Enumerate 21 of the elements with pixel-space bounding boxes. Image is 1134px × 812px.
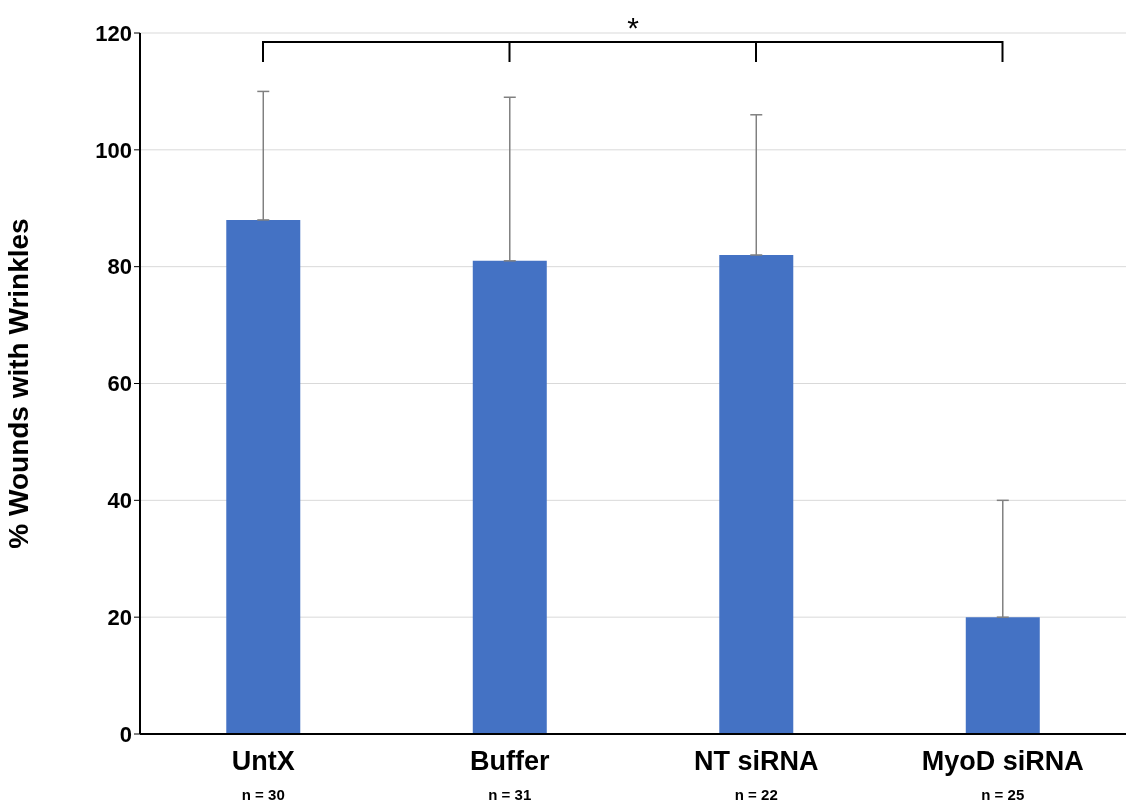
- x-tick-label: Buffer: [470, 746, 550, 776]
- y-tick-label: 120: [95, 20, 132, 46]
- y-tick-label: 20: [107, 604, 132, 630]
- text: n = 31: [488, 786, 532, 803]
- y-tick-label: 80: [107, 254, 132, 280]
- bar: [965, 617, 1040, 734]
- x-tick-label: NT siRNA: [693, 746, 819, 776]
- y-tick-label: 60: [107, 371, 132, 397]
- bar: [226, 219, 301, 734]
- bar: [719, 254, 794, 734]
- y-axis-title: % Wounds with Wrinkles: [2, 218, 34, 549]
- bar: [472, 260, 547, 734]
- text: n = 30: [241, 786, 285, 803]
- x-tick-label: MyoD siRNA: [921, 746, 1084, 776]
- y-tick-label: 100: [95, 137, 132, 163]
- y-tick-label: 40: [107, 488, 132, 514]
- text: n = 22: [734, 786, 778, 803]
- annotation: *: [626, 11, 640, 44]
- text: n = 25: [981, 786, 1025, 803]
- y-tick-label: 0: [119, 721, 132, 747]
- x-tick-label: UntX: [231, 746, 295, 776]
